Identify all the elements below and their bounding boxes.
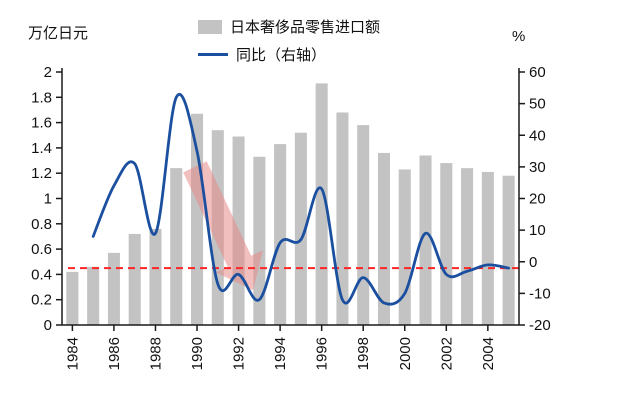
- legend-line-label: 同比（右轴）: [236, 47, 327, 64]
- x-tick-label: 1996: [314, 337, 331, 370]
- bar-series-swatch: [198, 19, 222, 34]
- bar-1994: [274, 144, 287, 325]
- left-tick-label: 0.6: [31, 241, 52, 258]
- bar-1993: [253, 156, 266, 325]
- x-tick-label: 1984: [64, 337, 81, 370]
- left-tick-label: 2: [44, 64, 52, 81]
- bar-1987: [128, 233, 141, 325]
- bar-1995: [294, 132, 307, 325]
- bar-1996: [315, 83, 328, 325]
- legend: 日本奢侈品零售进口额 同比（右轴）: [198, 16, 380, 65]
- bar-2003: [461, 168, 474, 325]
- right-tick-label: 50: [529, 96, 546, 113]
- bar-2000: [398, 169, 411, 325]
- bar-2001: [419, 155, 432, 325]
- bar-1988: [149, 228, 162, 325]
- left-tick-label: 0.4: [31, 266, 52, 283]
- left-tick-label: 1: [44, 191, 52, 208]
- x-tick-label: 1998: [355, 337, 372, 370]
- legend-item-line: 同比（右轴）: [198, 44, 380, 65]
- bar-1998: [357, 125, 370, 325]
- right-axis-unit: %: [512, 28, 526, 45]
- bar-1997: [336, 112, 349, 325]
- left-axis-unit: 万亿日元: [28, 25, 89, 42]
- bar-1999: [377, 152, 391, 325]
- x-tick-label: 1992: [231, 337, 248, 370]
- left-tick-label: 1.4: [31, 140, 52, 157]
- bar-1984: [66, 271, 79, 325]
- left-tick-label: 0.2: [31, 292, 52, 309]
- bar-2004: [481, 171, 494, 325]
- right-tick-label: 10: [529, 222, 546, 239]
- left-tick-label: 0: [44, 317, 52, 334]
- left-tick-label: 1.8: [31, 89, 52, 106]
- right-tick-label: -20: [529, 317, 551, 334]
- bar-1989: [170, 168, 183, 325]
- left-tick-label: 1.2: [31, 165, 52, 182]
- bar-1985: [87, 266, 100, 325]
- left-tick-label: 1.6: [31, 115, 52, 132]
- x-tick-label: 1988: [147, 337, 164, 370]
- right-tick-label: 20: [529, 191, 546, 208]
- bar-1986: [107, 252, 120, 325]
- bar-2005: [502, 175, 515, 325]
- right-tick-label: -10: [529, 285, 551, 302]
- x-tick-label: 2000: [397, 337, 414, 370]
- bar-2002: [440, 163, 453, 325]
- right-tick-label: 30: [529, 159, 546, 176]
- x-tick-label: 1990: [189, 337, 206, 370]
- x-tick-label: 1994: [272, 337, 289, 370]
- legend-item-bar: 日本奢侈品零售进口额: [198, 16, 380, 37]
- legend-bar-label: 日本奢侈品零售进口额: [230, 19, 381, 36]
- x-tick-label: 2002: [438, 337, 455, 370]
- right-tick-label: 0: [529, 254, 537, 271]
- line-series-swatch: [198, 53, 228, 56]
- left-tick-label: 0.8: [31, 216, 52, 233]
- right-tick-label: 60: [529, 64, 546, 81]
- x-tick-label: 1986: [106, 337, 123, 370]
- x-tick-label: 2004: [480, 337, 497, 370]
- yoy-line: [91, 93, 510, 306]
- right-tick-label: 40: [529, 127, 546, 144]
